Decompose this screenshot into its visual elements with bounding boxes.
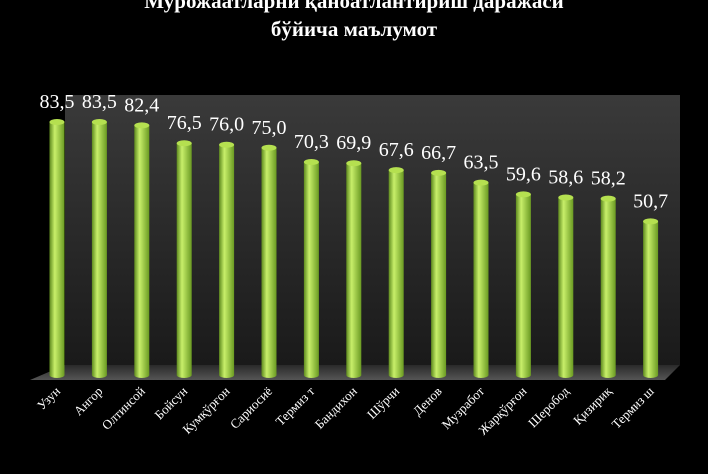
x-tick-label: Сариосиё	[227, 383, 275, 431]
bar-top	[431, 169, 447, 176]
value-label: 83,5	[40, 91, 75, 113]
bar-top	[600, 195, 616, 202]
bar	[600, 198, 616, 378]
chart-title: Мурожаатларни қаноатлантириш даражаси	[144, 0, 564, 13]
x-tick-label: Бойсун	[151, 383, 190, 422]
bar-top	[388, 167, 404, 174]
chart-title: бўйича маълумот	[271, 17, 438, 41]
x-tick-label: Денов	[410, 384, 445, 419]
value-label: 63,5	[464, 152, 499, 174]
value-label: 69,9	[336, 132, 371, 154]
x-tick-label: Термиз ш	[609, 384, 657, 432]
value-label: 50,7	[633, 190, 668, 212]
bar	[261, 147, 277, 378]
bar-top	[643, 218, 659, 225]
x-tick-label: Бандихон	[312, 383, 360, 431]
bar-top	[303, 158, 319, 165]
bar	[643, 221, 659, 378]
bar	[303, 161, 319, 378]
value-label: 59,6	[506, 163, 541, 185]
value-label: 58,6	[548, 166, 583, 188]
bar-top	[49, 118, 65, 125]
bar	[91, 121, 107, 379]
value-label: 83,5	[82, 91, 117, 113]
value-label: 67,6	[379, 139, 414, 161]
bar-top	[261, 144, 277, 151]
value-label: 76,5	[167, 112, 202, 134]
bar-top	[91, 118, 107, 125]
bar-top	[176, 140, 192, 147]
bar	[346, 163, 362, 378]
bar-top	[558, 194, 574, 201]
bar-top	[473, 179, 489, 186]
bar	[558, 197, 574, 378]
x-tick-label: Олтинсой	[99, 383, 148, 432]
value-label: 70,3	[294, 131, 329, 153]
back-wall	[65, 95, 680, 365]
x-tick-label: Узун	[34, 383, 63, 412]
value-label: 82,4	[124, 94, 159, 116]
value-label: 66,7	[421, 142, 456, 164]
value-label: 58,2	[591, 168, 626, 190]
bar-top	[134, 122, 150, 129]
value-label: 75,0	[252, 117, 287, 139]
bar-top	[219, 141, 235, 148]
bar	[219, 144, 235, 378]
bar	[176, 143, 192, 378]
bar	[431, 172, 447, 378]
bar	[134, 125, 150, 378]
bar	[388, 170, 404, 378]
x-tick-label: Шеробод	[525, 383, 572, 430]
bar-top	[515, 191, 531, 198]
bar	[515, 194, 531, 378]
x-tick-label: Ангор	[71, 384, 106, 419]
value-label: 76,0	[209, 114, 244, 136]
bar	[49, 121, 65, 379]
bar-top	[346, 160, 362, 167]
bar	[473, 182, 489, 378]
x-tick-label: Шўрчи	[364, 383, 402, 421]
